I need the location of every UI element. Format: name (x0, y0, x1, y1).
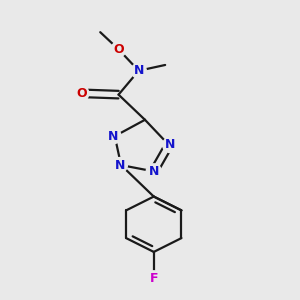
Circle shape (146, 271, 161, 286)
Text: F: F (149, 272, 158, 285)
Circle shape (163, 137, 178, 152)
Circle shape (74, 86, 89, 101)
Circle shape (131, 63, 146, 78)
Circle shape (111, 42, 126, 57)
Text: N: N (165, 139, 175, 152)
Text: N: N (108, 130, 119, 143)
Text: O: O (76, 87, 87, 100)
Text: N: N (115, 159, 125, 172)
Circle shape (106, 129, 121, 144)
Text: N: N (148, 165, 159, 178)
Circle shape (112, 158, 128, 172)
Text: N: N (134, 64, 144, 77)
Text: O: O (113, 43, 124, 56)
Circle shape (146, 164, 161, 179)
